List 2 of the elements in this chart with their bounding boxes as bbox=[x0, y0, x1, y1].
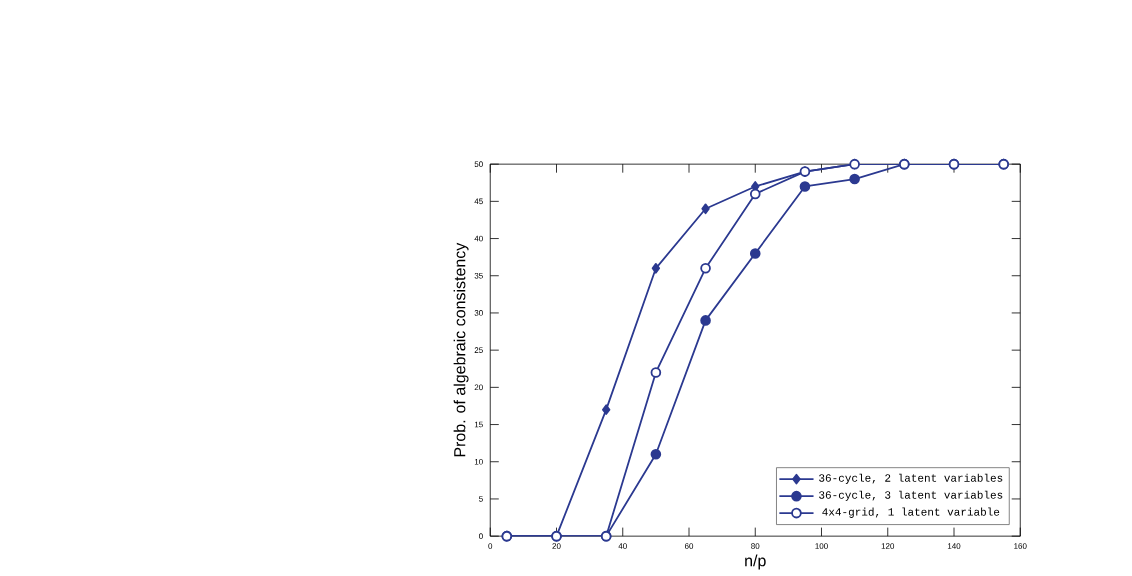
y-axis-title: Prob. of algebraic consistency bbox=[453, 242, 469, 457]
x-axis-title: n/p bbox=[745, 554, 766, 570]
